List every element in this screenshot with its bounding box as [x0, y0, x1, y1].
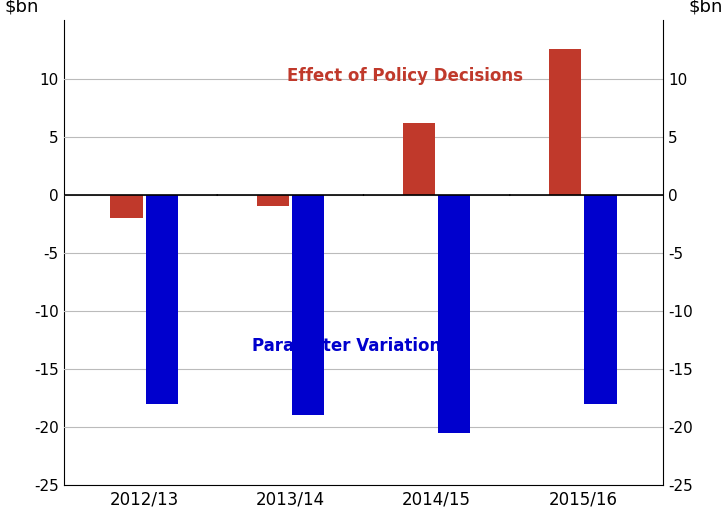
Bar [257, 195, 289, 207]
Bar [145, 195, 177, 404]
Y-axis label: $bn: $bn [688, 0, 723, 16]
Bar [111, 195, 142, 218]
Bar [403, 123, 435, 195]
Bar [585, 195, 616, 404]
Bar [550, 49, 582, 195]
Bar [292, 195, 324, 416]
Bar [438, 195, 470, 433]
Y-axis label: $bn: $bn [4, 0, 39, 16]
Text: Parameter Variations: Parameter Variations [252, 337, 451, 355]
Text: Effect of Policy Decisions: Effect of Policy Decisions [287, 67, 523, 85]
